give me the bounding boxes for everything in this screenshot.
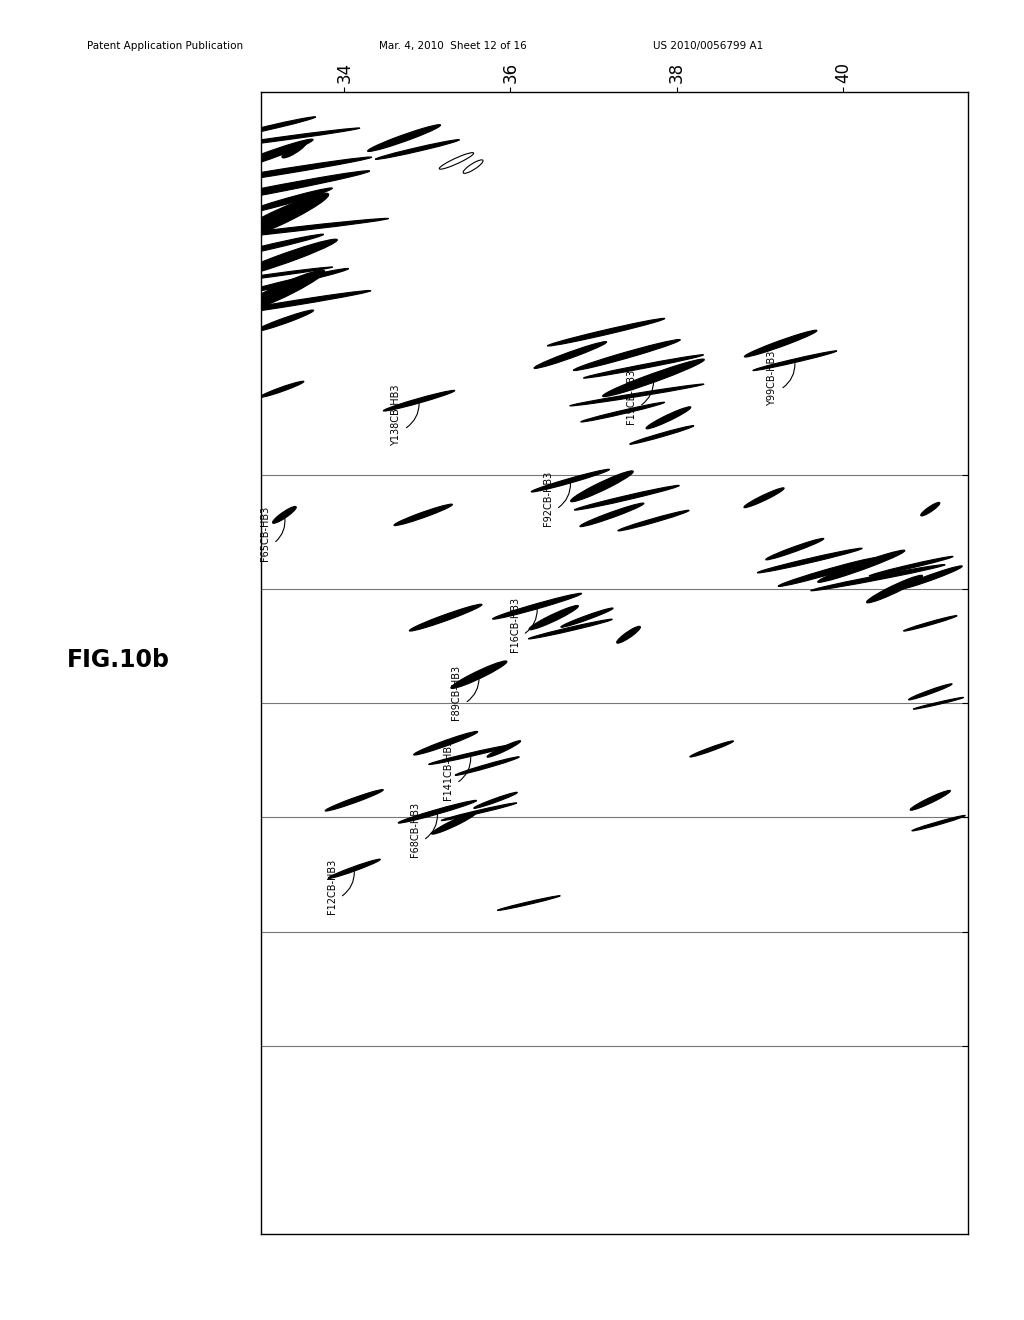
Ellipse shape xyxy=(811,565,945,591)
Ellipse shape xyxy=(744,330,817,356)
Ellipse shape xyxy=(866,576,923,603)
Ellipse shape xyxy=(758,548,862,573)
Text: F92CB-HB3: F92CB-HB3 xyxy=(543,471,553,527)
Ellipse shape xyxy=(234,271,325,314)
Text: F12CB-HB3: F12CB-HB3 xyxy=(327,859,337,915)
Ellipse shape xyxy=(474,792,517,808)
Ellipse shape xyxy=(531,469,609,492)
Ellipse shape xyxy=(580,503,644,527)
Ellipse shape xyxy=(197,218,388,240)
Ellipse shape xyxy=(574,486,679,510)
Ellipse shape xyxy=(561,609,613,627)
Ellipse shape xyxy=(690,741,733,756)
Text: F16CB-HB3: F16CB-HB3 xyxy=(510,597,519,652)
Ellipse shape xyxy=(584,355,703,378)
Ellipse shape xyxy=(244,268,348,293)
Text: F89CB-HB3: F89CB-HB3 xyxy=(452,665,462,721)
Ellipse shape xyxy=(282,141,307,158)
Ellipse shape xyxy=(911,816,966,830)
Ellipse shape xyxy=(817,550,905,582)
Text: FIG.10b: FIG.10b xyxy=(67,648,170,672)
Ellipse shape xyxy=(487,741,520,758)
Ellipse shape xyxy=(272,507,296,523)
Ellipse shape xyxy=(226,193,329,243)
Text: US 2010/0056799 A1: US 2010/0056799 A1 xyxy=(653,41,764,51)
Ellipse shape xyxy=(903,615,957,631)
Ellipse shape xyxy=(602,359,705,396)
Text: Mar. 4, 2010  Sheet 12 of 16: Mar. 4, 2010 Sheet 12 of 16 xyxy=(379,41,526,51)
Ellipse shape xyxy=(617,511,689,531)
Ellipse shape xyxy=(910,791,950,810)
Ellipse shape xyxy=(529,606,579,630)
Ellipse shape xyxy=(573,339,680,371)
Ellipse shape xyxy=(328,859,380,879)
Text: F141CB-HB3: F141CB-HB3 xyxy=(443,739,454,800)
Ellipse shape xyxy=(183,157,372,187)
Ellipse shape xyxy=(234,239,337,277)
Ellipse shape xyxy=(394,504,453,525)
Ellipse shape xyxy=(569,384,703,407)
Ellipse shape xyxy=(410,605,482,631)
Text: F68CB-HB3: F68CB-HB3 xyxy=(410,803,420,858)
Text: F65CB-HB3: F65CB-HB3 xyxy=(260,506,270,561)
Ellipse shape xyxy=(493,593,582,619)
Ellipse shape xyxy=(646,407,691,429)
Ellipse shape xyxy=(414,731,478,755)
Ellipse shape xyxy=(368,124,440,152)
Text: Y99CB-HB3: Y99CB-HB3 xyxy=(767,351,777,407)
Ellipse shape xyxy=(898,566,963,590)
Ellipse shape xyxy=(451,661,507,689)
Ellipse shape xyxy=(908,684,952,700)
Ellipse shape xyxy=(243,187,333,214)
Text: Y138CB-HB3: Y138CB-HB3 xyxy=(391,385,400,446)
Ellipse shape xyxy=(581,403,665,422)
Ellipse shape xyxy=(398,800,476,824)
Ellipse shape xyxy=(231,116,315,136)
Ellipse shape xyxy=(383,391,455,411)
Ellipse shape xyxy=(570,471,633,502)
Ellipse shape xyxy=(913,697,964,709)
Ellipse shape xyxy=(498,896,560,911)
Text: F19CB-HB3: F19CB-HB3 xyxy=(626,368,636,424)
Ellipse shape xyxy=(210,290,371,317)
Ellipse shape xyxy=(753,351,837,371)
Ellipse shape xyxy=(376,140,460,160)
Ellipse shape xyxy=(528,619,612,639)
Ellipse shape xyxy=(766,539,824,560)
Ellipse shape xyxy=(630,425,694,445)
Ellipse shape xyxy=(616,626,640,643)
Ellipse shape xyxy=(225,139,313,172)
Ellipse shape xyxy=(548,318,665,346)
Text: Patent Application Publication: Patent Application Publication xyxy=(87,41,243,51)
Ellipse shape xyxy=(325,789,383,810)
Ellipse shape xyxy=(455,756,519,775)
Ellipse shape xyxy=(215,267,333,284)
Ellipse shape xyxy=(429,744,513,764)
Ellipse shape xyxy=(218,234,324,259)
Ellipse shape xyxy=(869,556,953,576)
Ellipse shape xyxy=(921,503,940,516)
Ellipse shape xyxy=(177,170,370,209)
Ellipse shape xyxy=(260,381,304,397)
Ellipse shape xyxy=(255,310,313,331)
Ellipse shape xyxy=(441,803,517,821)
Ellipse shape xyxy=(534,342,607,368)
Ellipse shape xyxy=(743,488,784,508)
Ellipse shape xyxy=(778,557,878,586)
Ellipse shape xyxy=(431,812,476,834)
Ellipse shape xyxy=(212,128,359,148)
